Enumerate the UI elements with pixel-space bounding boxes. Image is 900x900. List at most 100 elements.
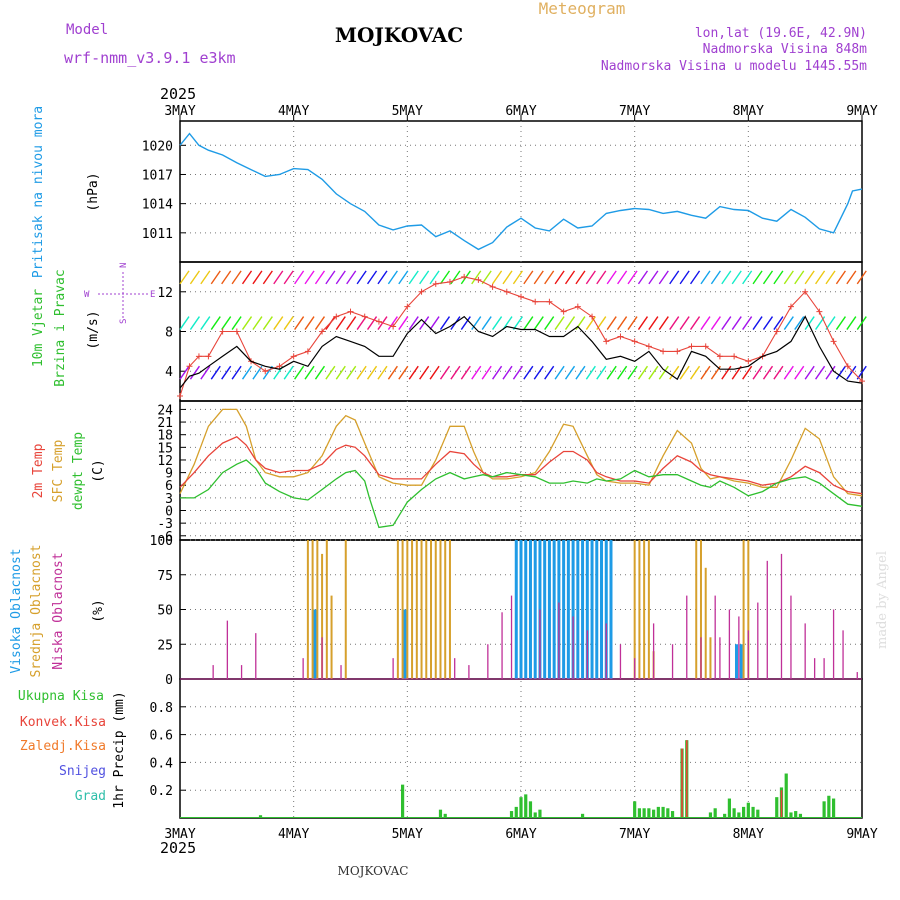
wind-barb	[304, 270, 315, 285]
wind-gust-point	[375, 318, 382, 325]
grid	[180, 121, 862, 818]
mid-cloud-bar	[444, 540, 447, 679]
wind-barb	[783, 365, 794, 380]
total-rain-bar	[509, 811, 514, 818]
wind-barb	[356, 365, 367, 380]
2m-temp-line	[179, 436, 863, 495]
wind-barb	[564, 316, 576, 330]
dewpt-temp-line	[180, 459, 863, 529]
wind-barb	[679, 270, 690, 285]
wind-gust-point	[432, 280, 439, 287]
wind-barb	[460, 365, 471, 380]
day-label-top: 6MAY	[505, 104, 536, 119]
wind-barb	[283, 365, 294, 380]
wind-barb	[627, 365, 638, 380]
total-rain-bar	[784, 773, 788, 818]
wind-barb	[366, 316, 378, 330]
wind-barb	[512, 316, 523, 330]
high-cloud-bar	[595, 540, 599, 679]
y-tick-label: 12	[157, 454, 173, 469]
wind-gust-point	[802, 288, 809, 295]
total-rain-bar	[756, 809, 760, 818]
wind-barb	[325, 365, 336, 380]
wind-gust-point	[503, 288, 510, 295]
wind-barb	[398, 365, 409, 380]
wind-barb	[835, 270, 847, 285]
wind-barb	[648, 316, 659, 330]
wind-barb	[825, 365, 836, 380]
wind-barb	[314, 270, 326, 285]
mid-cloud-bar	[699, 540, 702, 679]
total-rain-bar	[727, 798, 731, 818]
wind-barb	[596, 270, 607, 285]
total-rain-bar	[670, 811, 675, 818]
wind-barb	[408, 365, 419, 380]
total-rain-bar	[789, 812, 793, 818]
wind-barb	[439, 365, 451, 380]
wind-gust-point	[475, 276, 482, 283]
compass-cross	[98, 272, 148, 318]
y-tick-label: 18	[157, 429, 173, 444]
low-cloud-bar	[804, 623, 806, 679]
mid-cloud-bar	[709, 637, 712, 679]
wind-barb	[835, 316, 847, 330]
y-tick-label: 4	[165, 365, 173, 380]
low-cloud-bar	[212, 665, 214, 679]
wind-barb	[700, 316, 711, 330]
wind-barb	[721, 316, 732, 330]
top-day-labels: 3MAY 4MAY 5MAY 6MAY 7MAY 8MAY 9MAY	[164, 104, 878, 121]
year-top: 2025	[160, 85, 196, 103]
low-cloud-bar	[686, 595, 688, 679]
mid-cloud-bar	[344, 540, 347, 679]
low-cloud-bar	[738, 616, 740, 679]
mid-cloud-bar	[647, 540, 650, 679]
wind-barb	[742, 316, 753, 330]
total-rain-bar	[633, 801, 637, 818]
wind-barb	[335, 316, 346, 330]
wind-gust-point	[816, 308, 823, 315]
wind-barb	[200, 316, 211, 330]
low-cloud-bar	[766, 560, 768, 679]
low-cloud-bar	[842, 630, 844, 679]
y-tick-label: 0.2	[150, 784, 173, 799]
wind-barb	[835, 365, 847, 380]
y-tick-label: 0.8	[150, 701, 173, 716]
mid-cloud-bar	[325, 540, 328, 679]
wind-barb	[189, 316, 200, 330]
low-cloud-bar	[700, 637, 702, 679]
low-cloud-bar	[468, 665, 470, 679]
wind-barb	[627, 316, 638, 330]
day-label-bottom: 4MAY	[278, 827, 309, 842]
wind-barb	[408, 270, 419, 285]
wind-gust-point	[219, 328, 226, 335]
high-cloud-bar	[552, 540, 556, 679]
wind-barb	[283, 316, 294, 330]
mid-cloud-bar	[638, 540, 641, 679]
wind-gust-point	[489, 283, 496, 290]
wind-barb	[241, 365, 253, 380]
mid-cloud-bar	[415, 540, 418, 679]
wind-gust-point	[603, 338, 610, 345]
wind-barb	[262, 270, 273, 285]
wind-barb	[304, 316, 315, 330]
wind-barb	[762, 316, 774, 330]
wind-barb	[679, 365, 690, 380]
total-rain-bar	[519, 797, 523, 818]
page-title: MOJKOVAC	[335, 23, 463, 47]
wind-barb	[637, 270, 649, 285]
cloud-label-low: Niska Oblacnost	[51, 552, 66, 669]
total-rain-bar	[737, 812, 741, 818]
wind-barb	[200, 365, 211, 380]
wind-gust-point	[617, 333, 624, 340]
wind-barb	[492, 270, 503, 285]
wind-gust-point	[830, 338, 837, 345]
wind-barb	[471, 270, 482, 285]
low-cloud-bar	[572, 616, 574, 679]
wind-barb	[450, 365, 461, 380]
wind-barb	[523, 365, 534, 380]
convective-rain-bar	[681, 748, 683, 818]
mid-cloud-bar	[704, 567, 707, 679]
total-rain-bar	[666, 808, 670, 818]
wind-barb	[700, 365, 711, 380]
wind-barb	[221, 365, 232, 380]
